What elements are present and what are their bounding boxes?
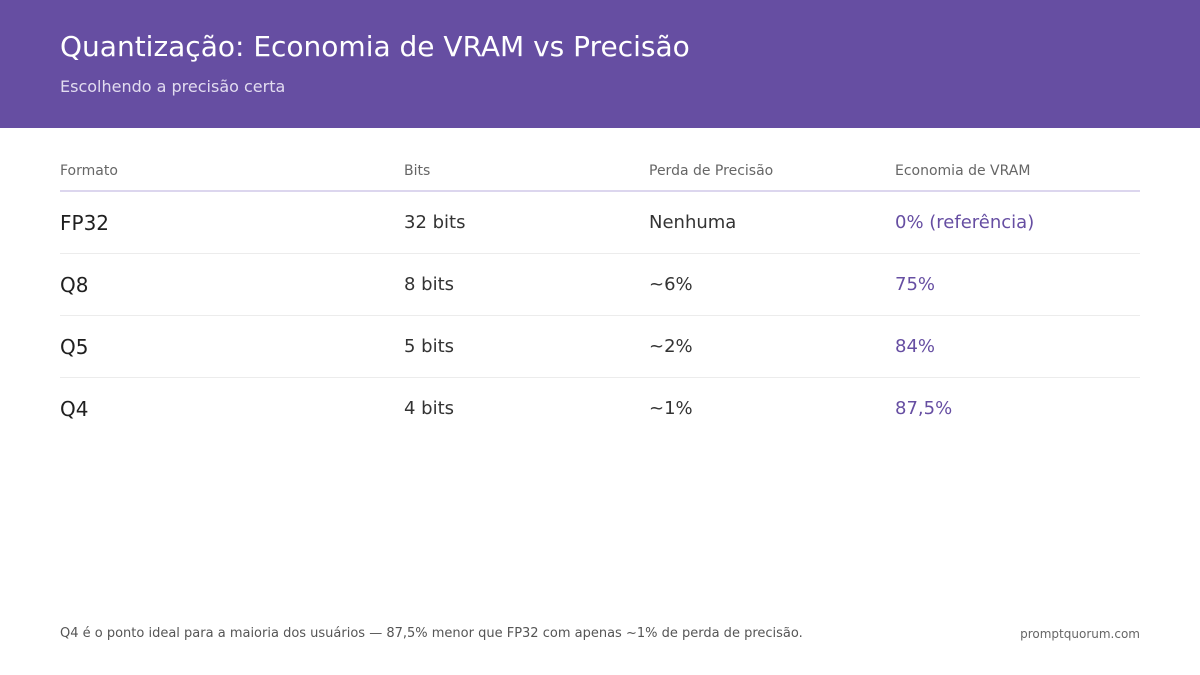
precision-loss-cell: Nenhuma — [649, 212, 737, 233]
bits-cell: 32 bits — [404, 212, 466, 233]
table-row: Q4 4 bits ~1% 87,5% — [60, 378, 1140, 439]
format-cell: Q4 — [60, 396, 89, 421]
table-row: Q8 8 bits ~6% 75% — [60, 254, 1140, 316]
precision-loss-cell: ~6% — [649, 274, 693, 295]
precision-loss-cell: ~1% — [649, 398, 693, 419]
table-row: FP32 32 bits Nenhuma 0% (referência) — [60, 192, 1140, 254]
vram-savings-cell: 84% — [895, 336, 936, 357]
precision-loss-cell: ~2% — [649, 336, 693, 357]
bits-cell: 8 bits — [404, 274, 455, 295]
column-header-vram-savings: Economia de VRAM — [895, 163, 1031, 179]
format-cell: FP32 — [60, 210, 110, 235]
vram-savings-cell: 0% (referência) — [895, 212, 1035, 233]
format-cell: Q5 — [60, 334, 89, 359]
footer-note: Q4 é o ponto ideal para a maioria dos us… — [60, 626, 803, 641]
column-header-bits: Bits — [404, 163, 431, 179]
page-title: Quantização: Economia de VRAM vs Precisã… — [60, 30, 690, 63]
footer-brand: promptquorum.com — [1020, 627, 1140, 641]
bits-cell: 5 bits — [404, 336, 455, 357]
vram-savings-cell: 75% — [895, 274, 936, 295]
header-banner: Quantização: Economia de VRAM vs Precisã… — [0, 0, 1200, 128]
table-row: Q5 5 bits ~2% 84% — [60, 316, 1140, 378]
column-header-format: Formato — [60, 163, 118, 179]
bits-cell: 4 bits — [404, 398, 455, 419]
vram-savings-cell: 87,5% — [895, 398, 953, 419]
format-cell: Q8 — [60, 272, 89, 297]
quantization-table: Formato Bits Perda de Precisão Economia … — [60, 152, 1140, 439]
table-header-row: Formato Bits Perda de Precisão Economia … — [60, 152, 1140, 192]
page-subtitle: Escolhendo a precisão certa — [60, 77, 286, 96]
column-header-precision-loss: Perda de Precisão — [649, 163, 774, 179]
